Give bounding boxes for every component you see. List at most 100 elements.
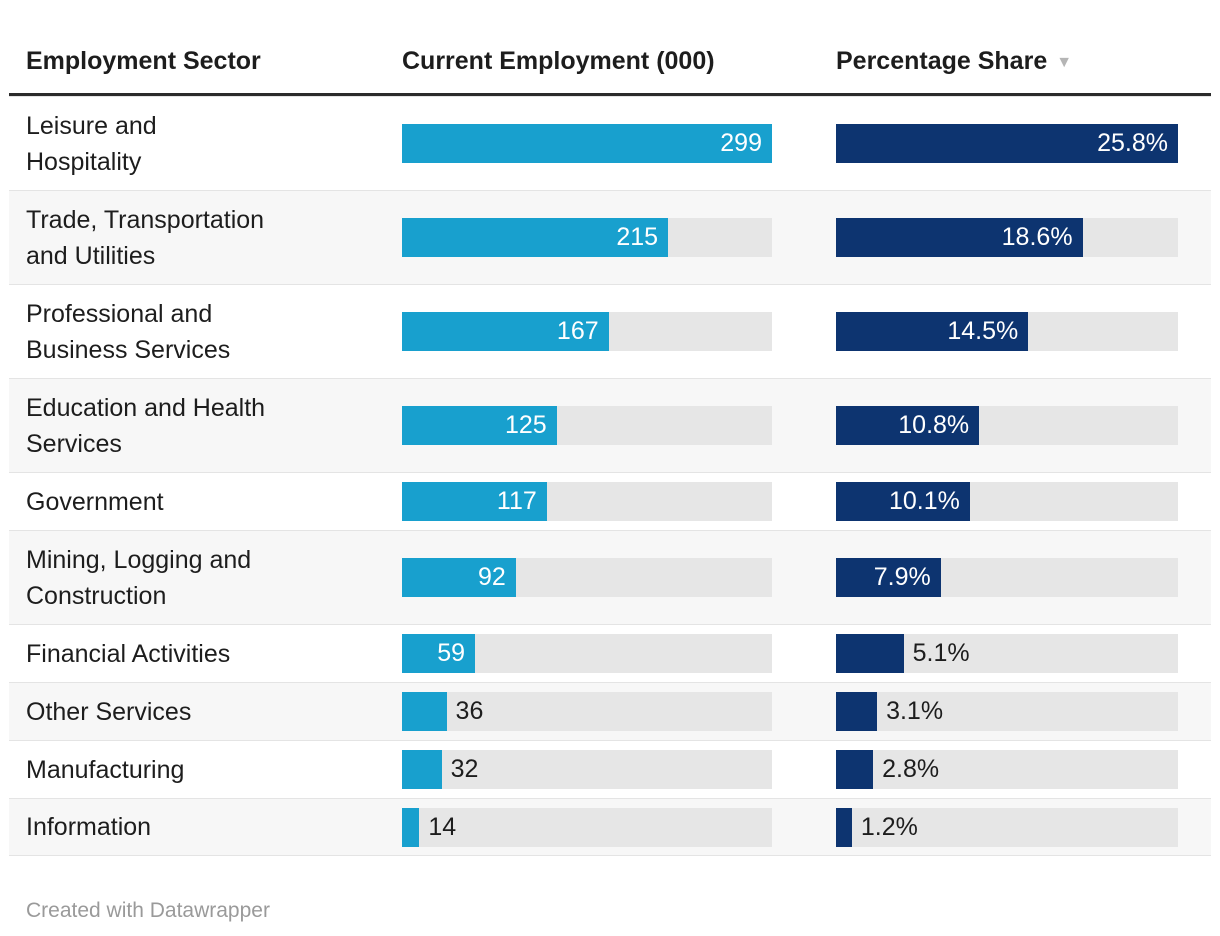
sector-label-line: Construction <box>26 581 167 610</box>
share-value: 25.8% <box>1097 129 1168 157</box>
share-value: 10.1% <box>888 487 960 515</box>
employment-value: 167 <box>556 317 599 345</box>
sector-label: Other Services <box>26 694 402 730</box>
employment-bar: 167 <box>402 312 609 351</box>
employment-value: 125 <box>504 411 547 439</box>
header-percentage-share[interactable]: Percentage Share ▼ <box>836 47 1178 76</box>
table-body: Leisure and Hospitality 299 25.8% Trade, Tra… <box>9 96 1211 856</box>
sector-label-line: Information <box>26 813 152 841</box>
header-percentage-share-label: Percentage Share <box>836 47 1048 75</box>
share-bar-track-cell: 7.9% <box>836 558 1178 597</box>
share-bar <box>836 692 878 731</box>
sector-label: Professional and Business Services <box>26 296 402 368</box>
share-bar-track: 14.5% <box>836 312 1178 351</box>
share-value: 18.6% <box>1001 223 1073 251</box>
sector-label: Education and Health Services <box>26 390 402 462</box>
table-row: Manufacturing 32 2.8% <box>9 740 1211 798</box>
sector-label-line: Government <box>26 487 164 516</box>
employment-bar-track: 92 <box>402 558 772 597</box>
employment-bar-track: 32 <box>402 750 772 789</box>
share-bar: 14.5% <box>836 312 1029 351</box>
share-bar: 25.8% <box>836 124 1178 163</box>
table-row: Financial Activities 59 5.1% <box>9 624 1211 682</box>
sector-cell: Professional and Business Services <box>9 296 402 368</box>
sector-label: Leisure and Hospitality <box>26 108 402 180</box>
share-value: 3.1% <box>886 697 944 725</box>
sector-label-line: Services <box>26 429 122 458</box>
share-value: 10.8% <box>898 411 970 439</box>
sector-label-line: Trade, Transportation <box>26 205 265 234</box>
employment-bar-track: 215 <box>402 218 772 257</box>
sector-label-line: Leisure and <box>26 111 157 140</box>
table-header: Employment Sector Current Employment (00… <box>9 30 1211 96</box>
share-bar: 18.6% <box>836 218 1083 257</box>
share-bar-track: 5.1% <box>836 634 1178 673</box>
sector-cell: Government <box>9 484 402 520</box>
share-bar-track: 18.6% <box>836 218 1178 257</box>
share-bar <box>836 750 874 789</box>
employment-value: 36 <box>455 697 484 725</box>
table-row: Other Services 36 3.1% <box>9 682 1211 740</box>
share-bar-track-cell: 2.8% <box>836 750 1178 789</box>
employment-bar-track-cell: 215 <box>402 218 772 257</box>
share-bar-track: 3.1% <box>836 692 1178 731</box>
sector-label: Financial Activities <box>26 636 402 672</box>
share-bar-track-cell: 14.5% <box>836 312 1178 351</box>
table-row: Mining, Logging and Construction 92 7.9% <box>9 530 1211 624</box>
share-bar: 7.9% <box>836 558 941 597</box>
employment-bar-track-cell: 117 <box>402 482 772 521</box>
employment-bar: 92 <box>402 558 516 597</box>
share-bar <box>836 807 852 847</box>
header-employment-sector[interactable]: Employment Sector <box>26 47 261 75</box>
sector-label: Manufacturing <box>26 752 402 788</box>
sector-cell: Education and Health Services <box>9 390 402 462</box>
share-bar-track-cell: 3.1% <box>836 692 1178 731</box>
table-row: Education and Health Services 125 10.8% <box>9 378 1211 472</box>
share-value: 2.8% <box>882 755 940 783</box>
table-row: Professional and Business Services 167 14.5… <box>9 284 1211 378</box>
employment-bar: 59 <box>402 634 475 673</box>
share-bar-track: 25.8% <box>836 124 1178 163</box>
share-bar-track-cell: 10.8% <box>836 406 1178 445</box>
share-bar-track: 7.9% <box>836 558 1178 597</box>
share-value: 7.9% <box>873 563 931 591</box>
employment-value: 32 <box>450 755 479 783</box>
employment-value: 299 <box>720 129 762 157</box>
sector-label-line: Manufacturing <box>26 755 185 784</box>
sector-cell: Information <box>9 809 402 845</box>
sector-cell: Manufacturing <box>9 752 402 788</box>
employment-bar-track-cell: 92 <box>402 558 772 597</box>
sector-label-line: Business Services <box>26 335 231 364</box>
share-bar-track-cell: 5.1% <box>836 634 1178 673</box>
employment-bar: 299 <box>402 124 772 163</box>
share-bar-track-cell: 10.1% <box>836 482 1178 521</box>
share-bar: 10.8% <box>836 406 980 445</box>
employment-value: 59 <box>437 639 465 667</box>
share-bar: 10.1% <box>836 482 970 521</box>
share-bar-track: 2.8% <box>836 750 1178 789</box>
employment-bar-track: 14 <box>402 807 772 847</box>
sector-label-line: Education and Health <box>26 393 266 422</box>
employment-bar <box>402 750 442 789</box>
table-row: Leisure and Hospitality 299 25.8% <box>9 96 1211 190</box>
sort-desc-icon[interactable]: ▼ <box>1056 53 1073 71</box>
table-row: Trade, Transportation and Utilities 215 18.… <box>9 190 1211 284</box>
sector-label: Government <box>26 484 402 520</box>
employment-bar-track-cell: 14 <box>402 807 772 847</box>
employment-bar-track: 36 <box>402 692 772 731</box>
sector-cell: Leisure and Hospitality <box>9 108 402 180</box>
share-bar-track: 10.8% <box>836 406 1178 445</box>
datawrapper-credit: Created with Datawrapper <box>26 899 270 922</box>
share-bar-track-cell: 25.8% <box>836 124 1178 163</box>
employment-bar-track: 117 <box>402 482 772 521</box>
sector-cell: Mining, Logging and Construction <box>9 542 402 614</box>
header-current-employment[interactable]: Current Employment (000) <box>402 47 715 75</box>
employment-value: 117 <box>496 487 537 515</box>
employment-bar <box>402 692 447 731</box>
employment-bar-track: 167 <box>402 312 772 351</box>
sector-cell: Other Services <box>9 694 402 730</box>
employment-value: 215 <box>616 223 659 251</box>
employment-bar-track-cell: 36 <box>402 692 772 731</box>
sector-label-line: Financial Activities <box>26 639 231 668</box>
employment-bar-track-cell: 167 <box>402 312 772 351</box>
